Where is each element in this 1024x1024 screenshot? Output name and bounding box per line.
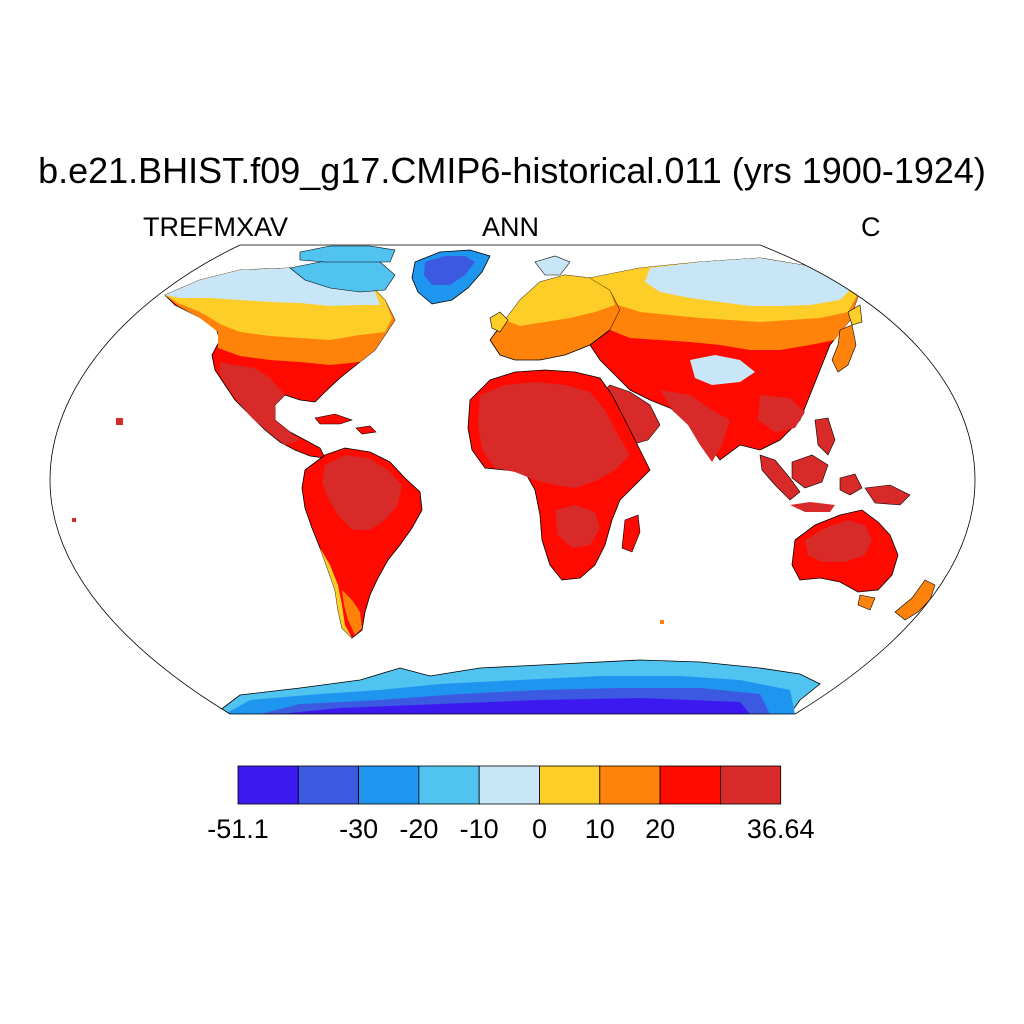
south-america <box>301 447 423 639</box>
madagascar <box>621 514 641 553</box>
svalbard <box>534 255 571 276</box>
units-label: C <box>861 212 881 242</box>
asia <box>588 257 861 462</box>
cuba <box>314 413 353 425</box>
antarctica <box>213 659 821 714</box>
japan <box>831 324 857 373</box>
tibetan-plateau <box>690 355 755 385</box>
colorbar-tick-label: 20 <box>645 814 676 844</box>
colorbar-tick-label: -10 <box>459 814 499 844</box>
map-border <box>49 244 976 715</box>
colorbar-tick-label: -20 <box>399 814 439 844</box>
colorbar-tick-label: -30 <box>339 814 379 844</box>
new-zealand <box>894 579 936 621</box>
india <box>660 390 730 462</box>
north-america <box>164 245 396 459</box>
australia <box>791 509 899 611</box>
variable-label: TREFMXAV <box>143 212 289 242</box>
africa <box>467 369 651 581</box>
colorbar-bin <box>418 765 480 805</box>
tasmania <box>857 594 876 611</box>
plot-title: b.e21.BHIST.f09_g17.CMIP6-historical.011… <box>38 150 986 191</box>
hispaniola <box>355 425 377 435</box>
colorbar-bin <box>297 765 359 805</box>
colorbar-tick-label: -51.1 <box>207 814 269 844</box>
europe <box>489 255 621 361</box>
colorbar-bin <box>478 765 540 805</box>
small-island <box>72 518 76 522</box>
colorbar-tick-label: 10 <box>584 814 615 844</box>
british-isles <box>489 311 509 333</box>
colorbar-bin <box>720 765 782 805</box>
colorbar-tick-label: 0 <box>531 814 548 844</box>
small-island <box>660 620 664 624</box>
colorbar-bin <box>659 765 721 805</box>
maritime-southeast-asia <box>759 417 911 512</box>
colorbar <box>237 765 782 805</box>
colorbar-bin <box>599 765 661 805</box>
colorbar-tick-label: 36.64 <box>746 814 815 844</box>
colorbar-bin <box>358 765 420 805</box>
colorbar-bin <box>539 765 601 805</box>
new-guinea <box>864 484 911 506</box>
season-label: ANN <box>482 212 540 242</box>
hawaii <box>116 418 123 425</box>
colorbar-bin <box>237 765 299 805</box>
